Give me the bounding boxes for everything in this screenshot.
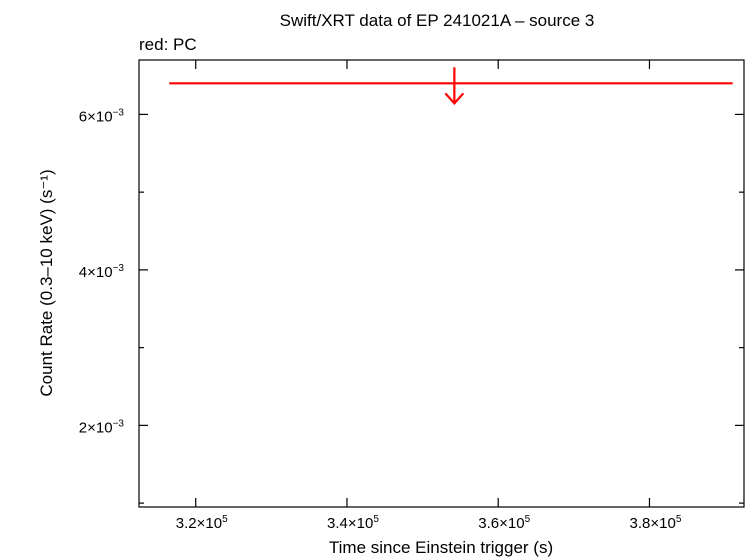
x-tick-label: 3.2×105 [176, 514, 228, 532]
x-tick-exponent: 5 [222, 514, 228, 525]
x-tick-times: ×10 [499, 515, 524, 532]
x-tick-mantissa: 3.6 [478, 515, 499, 532]
y-tick-times: ×10 [87, 264, 112, 281]
x-tick-label: 3.4×105 [327, 514, 379, 532]
y-tick-mantissa: 4 [79, 264, 87, 281]
x-tick-label: 3.8×105 [630, 514, 682, 532]
x-tick-times: ×10 [197, 515, 222, 532]
data-series [169, 67, 733, 105]
x-tick-label: 3.6×105 [478, 514, 530, 532]
y-tick-label: 4×10−3 [79, 263, 125, 281]
y-axis-ticks: 2×10−34×10−36×10−3 [79, 107, 744, 504]
upper-limit-arrow-head [444, 92, 465, 105]
y-tick-exponent: −3 [113, 107, 125, 118]
x-tick-times: ×10 [348, 515, 373, 532]
x-axis-ticks: 3.2×105 3.4×105 3.6×105 3.8×105 [176, 60, 682, 532]
x-axis-label: Time since Einstein trigger (s) [329, 538, 553, 557]
y-tick-mantissa: 6 [79, 108, 87, 125]
y-tick-times: ×10 [87, 419, 112, 436]
y-tick-times: ×10 [87, 108, 112, 125]
chart-title: Swift/XRT data of EP 241021A – source 3 [280, 11, 595, 30]
x-tick-times: ×10 [650, 515, 675, 532]
y-tick-exponent: −3 [113, 418, 125, 429]
y-tick-label: 2×10−3 [79, 418, 125, 436]
x-tick-exponent: 5 [676, 514, 682, 525]
chart-subtitle: red: PC [139, 35, 197, 54]
x-tick-mantissa: 3.4 [327, 515, 348, 532]
x-tick-mantissa: 3.8 [630, 515, 651, 532]
plot-frame [138, 59, 745, 508]
y-tick-label: 6×10−3 [79, 107, 125, 125]
y-tick-exponent: −3 [113, 263, 125, 274]
y-axis-label: Count Rate (0.3–10 keV) (s⁻¹) [37, 169, 56, 396]
x-tick-mantissa: 3.2 [176, 515, 197, 532]
y-tick-mantissa: 2 [79, 419, 87, 436]
x-tick-exponent: 5 [525, 514, 531, 525]
x-tick-exponent: 5 [373, 514, 379, 525]
